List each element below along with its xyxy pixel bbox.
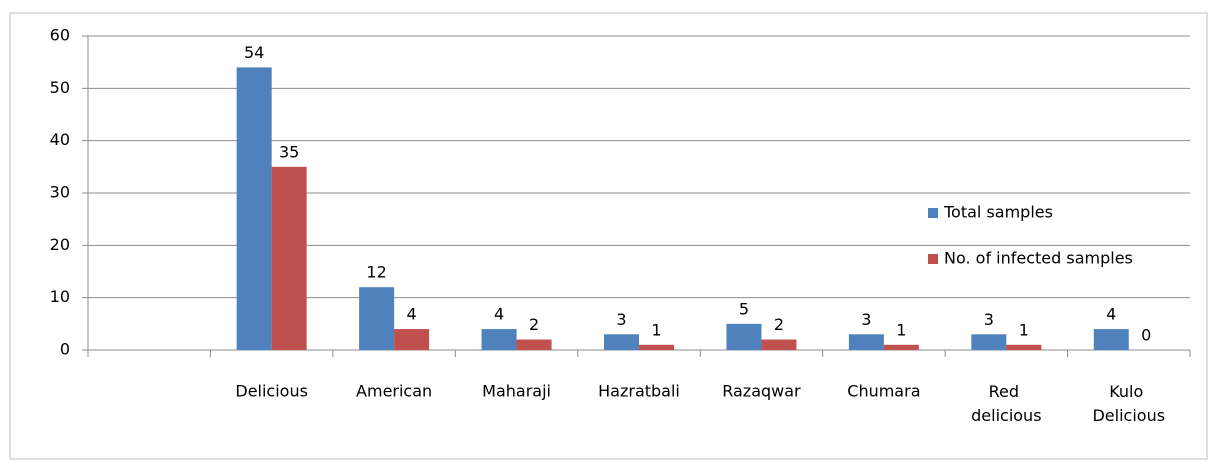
bar (1006, 344, 1042, 350)
bar (761, 339, 797, 350)
y-tick-label: 30 (50, 183, 70, 202)
bar (971, 334, 1007, 350)
x-tick-label: American (356, 382, 432, 401)
bar (1093, 329, 1129, 350)
x-tick-label: Red delicious (971, 382, 1041, 425)
y-tick-label: 0 (60, 340, 70, 359)
data-label: 4 (1106, 305, 1116, 324)
bar (639, 344, 674, 350)
bar (359, 287, 395, 350)
data-label: 0 (1141, 326, 1151, 345)
bar (481, 329, 517, 350)
data-label: 4 (407, 305, 417, 324)
bar (394, 329, 430, 350)
data-label: 5 (739, 299, 749, 318)
data-label: 1 (651, 320, 661, 339)
data-label: 35 (279, 142, 299, 161)
bar (516, 339, 552, 350)
x-tick-label: Chumara (847, 382, 920, 401)
data-label: 3 (984, 310, 994, 329)
data-label: 4 (494, 305, 504, 324)
data-label: 1 (1019, 320, 1029, 339)
x-tick-label: Kulo Delicious (1092, 382, 1165, 425)
data-label: 2 (774, 315, 784, 334)
y-tick-label: 50 (50, 78, 70, 97)
bar (271, 166, 307, 350)
data-label: 12 (366, 263, 386, 282)
x-tick-label: Delicious (235, 382, 308, 401)
bar (726, 323, 762, 350)
y-tick-label: 10 (50, 287, 70, 306)
x-tick-label: Hazratbali (598, 382, 680, 401)
legend-swatch (928, 208, 938, 218)
legend-label: No. of infected samples (944, 249, 1133, 268)
bar (236, 67, 272, 351)
x-tick-label: Maharaji (482, 382, 551, 401)
x-tick-label: Razaqwar (722, 382, 801, 401)
y-tick-label: 60 (50, 26, 70, 45)
data-label: 54 (244, 43, 264, 62)
legend-swatch (928, 254, 938, 264)
legend-label: Total samples (943, 203, 1053, 222)
bar (883, 344, 919, 350)
chart-frame (9, 12, 1208, 460)
data-label: 3 (616, 310, 626, 329)
data-label: 1 (896, 320, 906, 339)
y-tick-label: 40 (50, 130, 70, 149)
data-label: 2 (529, 315, 539, 334)
bar (604, 334, 639, 350)
data-label: 3 (861, 310, 871, 329)
bar (848, 334, 884, 350)
y-tick-label: 20 (50, 235, 70, 254)
